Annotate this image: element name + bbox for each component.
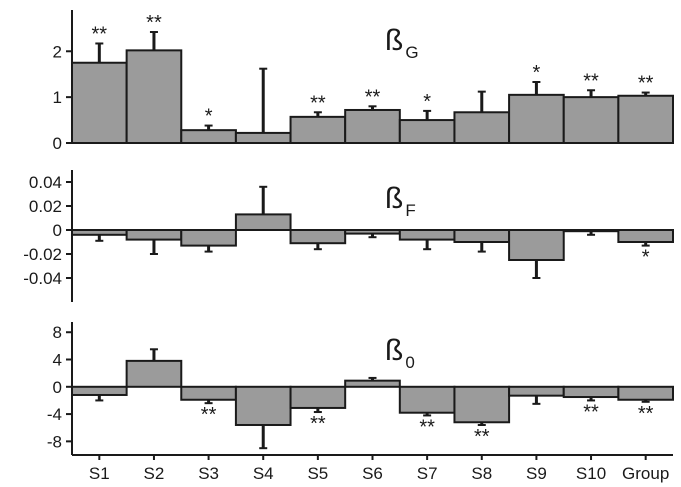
y-tick-label: -4 — [47, 405, 62, 424]
bar-s8 — [453, 229, 511, 243]
significance-marker: ** — [201, 404, 217, 426]
bar-group — [617, 385, 675, 401]
bar-group — [617, 94, 675, 144]
y-tick-label: -8 — [47, 432, 62, 451]
bar-s4 — [234, 131, 292, 144]
bar-s3 — [180, 385, 237, 401]
significance-marker: * — [533, 62, 541, 84]
bar-s9 — [508, 93, 565, 144]
significance-marker: ** — [310, 92, 326, 114]
significance-marker: ** — [365, 86, 381, 108]
x-tick-label-s10: S10 — [576, 464, 606, 483]
bar-s2 — [125, 359, 183, 388]
x-tick-label-s6: S6 — [362, 464, 383, 483]
bar-s1 — [71, 61, 128, 144]
bar-s1 — [71, 385, 128, 396]
significance-marker: * — [642, 247, 650, 269]
bar-s5 — [289, 229, 347, 245]
x-tick-label-s5: S5 — [307, 464, 328, 483]
y-tick-label: 0.02 — [29, 197, 62, 216]
bar-s3 — [180, 229, 237, 247]
bar-s7 — [398, 385, 456, 414]
y-tick-label: 4 — [53, 351, 62, 370]
bar-s7 — [398, 229, 456, 241]
significance-marker: ** — [583, 401, 599, 423]
bar-s2 — [125, 49, 183, 144]
x-tick-label-s4: S4 — [253, 464, 274, 483]
y-tick-label: 0.04 — [29, 173, 62, 192]
bar-group — [617, 229, 675, 243]
bar-s1 — [71, 229, 128, 236]
bar-s8 — [453, 385, 511, 424]
x-tick-label-s3: S3 — [198, 464, 219, 483]
bar-s5 — [289, 385, 347, 409]
bar-s10 — [562, 229, 620, 233]
bar-s6 — [344, 108, 401, 144]
x-tick-label-s2: S2 — [144, 464, 165, 483]
significance-marker: ** — [638, 403, 654, 425]
y-tick-label: 8 — [53, 323, 62, 342]
significance-marker: ** — [419, 416, 435, 438]
bar-s4 — [234, 385, 292, 426]
y-tick-label: 0 — [53, 378, 62, 397]
bar-s5 — [289, 115, 347, 144]
bar-s7 — [398, 119, 456, 144]
bar-s8 — [453, 111, 511, 145]
significance-marker: * — [423, 91, 431, 113]
bar-s2 — [125, 229, 183, 241]
x-tick-label-s9: S9 — [526, 464, 547, 483]
bar-s10 — [562, 96, 620, 144]
significance-marker: ** — [583, 70, 599, 92]
bar-s6 — [344, 229, 401, 235]
x-tick-label-group: Group — [622, 464, 669, 483]
y-tick-label: 0 — [53, 221, 62, 240]
bar-s4 — [234, 213, 292, 231]
x-tick-label-s1: S1 — [89, 464, 110, 483]
bar-s6 — [344, 379, 401, 388]
significance-marker: ** — [474, 426, 490, 448]
significance-marker: ** — [92, 23, 108, 45]
y-tick-label: -0.04 — [23, 269, 62, 288]
y-tick-label: 2 — [53, 42, 62, 61]
significance-marker: * — [205, 106, 213, 128]
bar-s9 — [508, 229, 565, 261]
y-tick-label: -0.02 — [23, 245, 62, 264]
y-tick-label: 0 — [53, 134, 62, 153]
bar-s9 — [508, 385, 565, 397]
significance-marker: ** — [146, 12, 162, 34]
y-tick-label: 1 — [53, 88, 62, 107]
x-tick-label-s8: S8 — [471, 464, 492, 483]
significance-marker: ** — [638, 73, 654, 95]
bar-s3 — [180, 129, 237, 144]
bar-s10 — [562, 385, 620, 399]
x-tick-label-s7: S7 — [417, 464, 438, 483]
significance-marker: ** — [310, 413, 326, 435]
